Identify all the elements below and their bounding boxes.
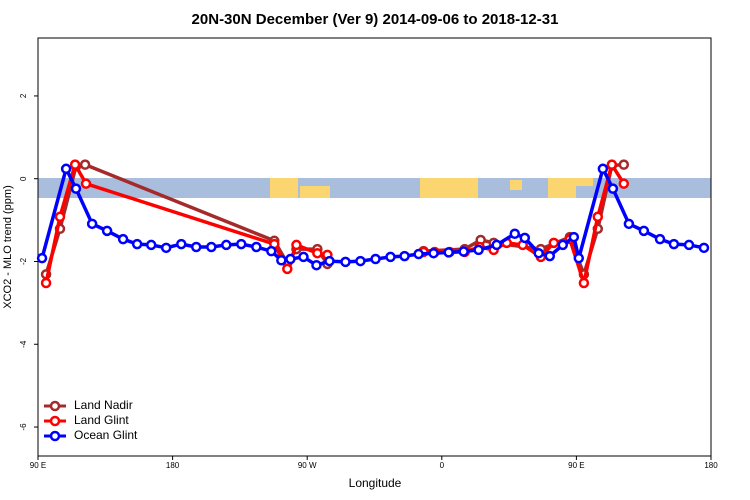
point bbox=[117, 233, 129, 245]
point bbox=[276, 254, 287, 266]
point bbox=[251, 241, 262, 253]
point bbox=[638, 225, 650, 237]
point bbox=[698, 242, 710, 254]
chart-title: 20N-30N December (Ver 9) 2014-09-06 to 2… bbox=[192, 11, 559, 28]
point bbox=[618, 159, 630, 170]
legend-marker bbox=[49, 415, 61, 427]
point bbox=[355, 255, 366, 267]
y-axis-label: XCO2 - MLO trend (ppm) bbox=[2, 185, 14, 308]
x-tick-label: 0 bbox=[440, 461, 445, 470]
y-tick-label: -4 bbox=[19, 340, 28, 348]
point bbox=[266, 245, 277, 257]
point bbox=[235, 238, 247, 250]
point bbox=[324, 255, 335, 267]
point bbox=[606, 159, 618, 170]
legend-label: Land Glint bbox=[74, 413, 129, 427]
point bbox=[206, 241, 217, 253]
point bbox=[385, 251, 396, 263]
point bbox=[578, 277, 590, 289]
point bbox=[458, 246, 469, 257]
point bbox=[548, 237, 560, 249]
x-tick-label: 180 bbox=[704, 461, 718, 470]
point bbox=[79, 159, 91, 170]
x-tick-label: 90 E bbox=[30, 461, 46, 470]
point bbox=[176, 238, 187, 250]
plot-frame bbox=[37, 37, 712, 457]
legend-label: Ocean Glint bbox=[74, 428, 138, 442]
x-tick-label: 90 E bbox=[568, 461, 584, 470]
y-tick-label: -6 bbox=[19, 423, 28, 431]
point bbox=[623, 218, 635, 230]
point bbox=[618, 178, 630, 189]
x-tick-label: 180 bbox=[166, 461, 180, 470]
point bbox=[597, 163, 609, 175]
point bbox=[370, 253, 381, 265]
point bbox=[654, 233, 666, 245]
point bbox=[491, 239, 502, 251]
legend-marker bbox=[49, 400, 61, 412]
point bbox=[413, 248, 424, 260]
point bbox=[101, 225, 113, 237]
point bbox=[298, 251, 309, 263]
point bbox=[131, 238, 143, 250]
point bbox=[473, 244, 484, 256]
point bbox=[70, 183, 82, 194]
point bbox=[340, 256, 351, 268]
point bbox=[160, 242, 172, 254]
point bbox=[282, 263, 293, 275]
point bbox=[544, 250, 556, 262]
point bbox=[60, 163, 72, 175]
point bbox=[573, 252, 585, 264]
point bbox=[568, 231, 580, 243]
point bbox=[399, 250, 410, 262]
point bbox=[557, 239, 569, 251]
y-tick-label: -2 bbox=[19, 257, 28, 265]
point bbox=[443, 247, 454, 258]
point bbox=[145, 239, 157, 251]
point bbox=[221, 239, 232, 251]
point bbox=[519, 232, 531, 244]
point bbox=[311, 259, 322, 271]
point bbox=[312, 247, 323, 259]
legend-marker bbox=[49, 430, 61, 442]
legend-label: Land Nadir bbox=[74, 398, 133, 412]
point bbox=[607, 183, 619, 194]
map-strip bbox=[38, 178, 711, 198]
x-tick-label: 90 W bbox=[298, 461, 317, 470]
point bbox=[592, 211, 604, 223]
x-axis-label: Longitude bbox=[349, 476, 402, 490]
point bbox=[80, 178, 92, 189]
point bbox=[40, 277, 52, 289]
point bbox=[190, 241, 202, 253]
point bbox=[54, 211, 66, 223]
point bbox=[291, 239, 302, 251]
y-tick-label: 0 bbox=[19, 176, 28, 181]
point bbox=[668, 238, 680, 250]
y-tick-label: 2 bbox=[19, 93, 28, 98]
point bbox=[69, 159, 81, 170]
point bbox=[285, 253, 296, 265]
point bbox=[509, 228, 521, 240]
point bbox=[533, 247, 544, 259]
point bbox=[86, 218, 98, 230]
point bbox=[683, 239, 695, 251]
point bbox=[36, 252, 48, 264]
point bbox=[428, 247, 439, 259]
